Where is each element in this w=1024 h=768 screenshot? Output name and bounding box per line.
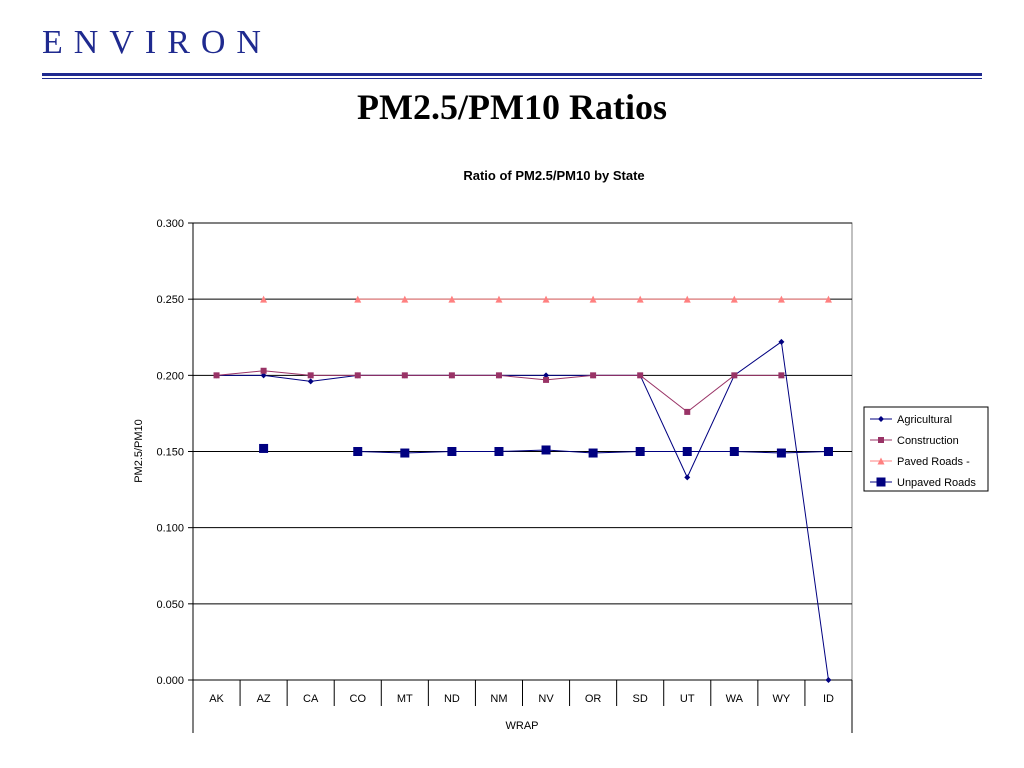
data-point	[824, 295, 832, 303]
y-tick-label: 0.050	[156, 599, 184, 611]
data-point	[213, 372, 220, 379]
data-point	[354, 372, 361, 379]
y-axis-label: PM2.5/PM10	[133, 419, 145, 483]
x-tick-label: NV	[538, 693, 554, 705]
data-point	[776, 448, 786, 458]
data-point	[730, 295, 738, 303]
x-tick-label: UT	[680, 693, 695, 705]
data-point	[495, 295, 503, 303]
legend-box	[863, 406, 989, 492]
data-point	[260, 367, 267, 374]
series-paved-roads	[260, 295, 832, 303]
x-tick-label: OR	[585, 693, 602, 705]
data-point	[731, 372, 738, 379]
data-point	[729, 447, 739, 456]
data-point	[543, 372, 550, 379]
x-tick-label: AZ	[257, 693, 271, 705]
series-unpaved-roads	[259, 443, 833, 458]
data-point	[259, 443, 269, 453]
data-point	[495, 372, 502, 379]
environ-logo: ENVIRON	[42, 24, 272, 61]
y-tick-label: 0.250	[156, 294, 184, 306]
data-point	[448, 372, 455, 379]
data-point	[588, 448, 598, 458]
x-tick-label: AK	[209, 693, 224, 705]
legend-swatch-marker	[878, 416, 884, 422]
legend-swatch-marker	[878, 437, 884, 443]
data-point	[447, 447, 457, 456]
legend-label: Paved Roads -	[897, 456, 970, 468]
data-point	[825, 677, 832, 683]
data-point	[778, 338, 785, 345]
legend-swatch-marker	[877, 457, 885, 465]
chart-title: Ratio of PM2.5/PM10 by State	[463, 168, 644, 183]
x-tick-label: WY	[773, 693, 791, 705]
x-tick-label: ID	[823, 693, 834, 705]
data-point	[542, 295, 550, 303]
y-tick-label: 0.000	[156, 675, 184, 687]
data-point	[401, 295, 409, 303]
slide-title: PM2.5/PM10 Ratios	[357, 87, 667, 127]
legend-label: Construction	[897, 435, 959, 447]
y-tick-label: 0.150	[156, 447, 184, 459]
series-agricultural	[213, 338, 832, 683]
legend-swatch-marker	[876, 477, 886, 487]
data-point	[682, 447, 692, 456]
data-point	[353, 447, 363, 456]
data-point	[448, 295, 456, 303]
y-tick-label: 0.100	[156, 523, 184, 535]
header-rule-thin	[42, 78, 982, 79]
data-point	[637, 372, 644, 379]
data-point	[260, 372, 267, 379]
data-point	[543, 376, 550, 383]
data-point	[589, 295, 597, 303]
x-axis-label: WRAP	[506, 720, 539, 732]
data-point	[778, 372, 785, 379]
x-tick-label: CO	[350, 693, 367, 705]
x-tick-label: SD	[633, 693, 648, 705]
y-tick-label: 0.300	[156, 218, 184, 230]
data-point	[401, 372, 408, 379]
series-line	[216, 340, 829, 681]
data-point	[307, 372, 314, 379]
data-point	[635, 447, 645, 456]
x-tick-label: NM	[490, 693, 507, 705]
data-point	[823, 447, 833, 456]
data-point	[636, 295, 644, 303]
x-tick-label: ND	[444, 693, 460, 705]
x-tick-label: WA	[726, 693, 744, 705]
data-point	[494, 447, 504, 456]
header-rule-thick	[42, 73, 982, 76]
x-tick-label: CA	[303, 693, 319, 705]
legend-label: Unpaved Roads	[897, 477, 976, 489]
legend-label: Agricultural	[897, 414, 952, 426]
x-tick-label: MT	[397, 693, 413, 705]
data-point	[354, 295, 362, 303]
data-point	[260, 295, 268, 303]
data-point	[590, 372, 597, 379]
y-tick-label: 0.200	[156, 370, 184, 382]
data-point	[307, 378, 314, 385]
data-point	[684, 408, 691, 415]
series-construction	[213, 367, 785, 415]
data-point	[777, 295, 785, 303]
data-point	[683, 295, 691, 303]
data-point	[541, 445, 551, 455]
data-point	[400, 448, 410, 458]
data-point	[684, 474, 691, 481]
